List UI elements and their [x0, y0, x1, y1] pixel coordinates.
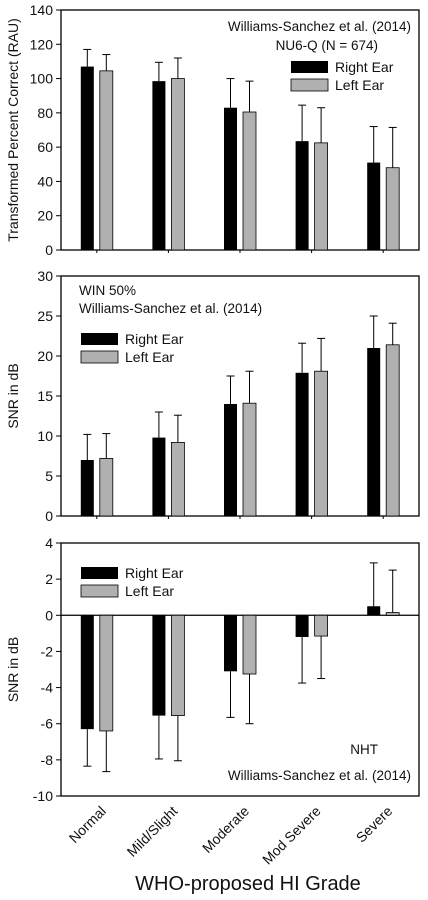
- legend-label-left-ear: Left Ear: [125, 583, 174, 599]
- x-category-labels: Normal Mild/Slight Moderate Mod Severe Sever…: [66, 803, 396, 868]
- legend-swatch-right-ear: [81, 333, 118, 345]
- bar-left-ear-5: [385, 612, 400, 616]
- legend-swatch-left-ear: [80, 350, 119, 364]
- bar-left-ear-1: [99, 457, 114, 517]
- legend-label-right-ear: Right Ear: [125, 331, 184, 347]
- panel-annotation-2: Williams-Sanchez et al. (2014): [228, 768, 411, 783]
- bar-left-ear-3: [242, 111, 257, 251]
- bar-left-ear-2: [170, 614, 185, 716]
- bar-left-ear-5: [385, 344, 400, 517]
- y-axis-title: SNR in dB: [5, 637, 21, 702]
- x-category-label: Normal: [66, 803, 109, 846]
- legend-swatch-left-ear: [290, 78, 329, 92]
- y-tick-label: 0: [45, 242, 53, 258]
- legend-swatch-right-ear: [291, 61, 328, 73]
- bar-right-ear-1: [80, 615, 94, 730]
- x-category-label: Mild/Slight: [124, 803, 181, 860]
- y-tick-label: 0: [45, 607, 53, 623]
- y-tick-label: 4: [45, 535, 53, 551]
- plot-frame: [60, 542, 420, 797]
- y-tick-label: -10: [33, 788, 53, 804]
- bar-left-ear-4: [314, 614, 329, 637]
- y-tick-label: 120: [30, 36, 54, 52]
- y-tick-label: -2: [41, 643, 54, 659]
- y-tick-label: 20: [37, 348, 53, 364]
- x-category-label: Moderate: [199, 803, 252, 856]
- bar-right-ear-4: [295, 372, 309, 516]
- bar-right-ear-4: [295, 615, 309, 637]
- y-axis-title: SNR in dB: [5, 363, 21, 428]
- bar-left-ear-4: [314, 142, 329, 251]
- y-tick-label: 80: [37, 105, 53, 121]
- bar-right-ear-2: [152, 81, 166, 251]
- bar-left-ear-1: [99, 70, 114, 251]
- y-tick-label: 5: [45, 468, 53, 484]
- y-tick-label: 100: [30, 71, 54, 87]
- bar-right-ear-4: [295, 141, 309, 250]
- panel-annotation-2: NU6-Q (N = 674): [276, 38, 378, 53]
- bar-right-ear-1: [80, 66, 94, 250]
- y-tick-label: 15: [37, 388, 53, 404]
- panel-annotation-2: Williams-Sanchez et al. (2014): [79, 301, 262, 316]
- bar-left-ear-2: [170, 441, 185, 517]
- bar-left-ear-5: [385, 167, 400, 251]
- chart-panel-3: -10 -8 -6 -4 -2 0 2 4 SNR in dB NHT Williams-Sanch…: [5, 535, 420, 804]
- bar-right-ear-5: [367, 348, 381, 516]
- bar-left-ear-3: [242, 402, 257, 517]
- y-tick-label: 30: [37, 268, 53, 284]
- panel-annotation-1: NHT: [350, 742, 378, 757]
- y-tick-label: 2: [45, 571, 53, 587]
- y-tick-label: 40: [37, 173, 53, 189]
- legend-label-left-ear: Left Ear: [335, 77, 384, 93]
- chart-panel-1: 0 20 40 60 80 100 120 140 Transformed Percent Co…: [5, 2, 420, 258]
- y-tick-label: 140: [30, 2, 54, 18]
- x-category-label: Severe: [353, 803, 396, 846]
- panel-annotation-1: Williams-Sanchez et al. (2014): [228, 19, 411, 34]
- legend-label-right-ear: Right Ear: [125, 565, 184, 581]
- bar-right-ear-3: [224, 615, 237, 672]
- legend-swatch-left-ear: [80, 584, 119, 598]
- bar-left-ear-4: [314, 370, 329, 517]
- bar-left-ear-3: [242, 614, 257, 675]
- bar-right-ear-2: [152, 615, 166, 716]
- y-tick-label: 0: [45, 508, 53, 524]
- bar-right-ear-2: [152, 437, 166, 516]
- bar-right-ear-3: [224, 404, 237, 516]
- y-tick-label: 60: [37, 139, 53, 155]
- bar-left-ear-1: [99, 614, 114, 732]
- y-tick-label: -6: [41, 716, 54, 732]
- bar-right-ear-5: [367, 606, 381, 616]
- x-axis-title: WHO-proposed HI Grade: [135, 873, 361, 895]
- y-tick-label: -8: [41, 752, 54, 768]
- bar-right-ear-5: [367, 162, 381, 250]
- y-axis-title: Transformed Percent Correct (RAU): [5, 18, 21, 242]
- y-tick-label: 20: [37, 208, 53, 224]
- legend-label-left-ear: Left Ear: [125, 349, 174, 365]
- y-tick-label: 10: [37, 428, 53, 444]
- bar-left-ear-2: [170, 78, 185, 251]
- y-tick-label: 25: [37, 308, 53, 324]
- legend-label-right-ear: Right Ear: [335, 59, 394, 75]
- panel-annotation-1: WIN 50%: [79, 283, 136, 298]
- y-tick-label: -4: [41, 680, 54, 696]
- bar-right-ear-1: [80, 460, 94, 516]
- x-category-label: Mod Severe: [259, 803, 324, 868]
- bar-right-ear-3: [224, 107, 237, 250]
- legend-swatch-right-ear: [81, 567, 118, 579]
- chart-panel-2: 0 5 10 15 20 25 30 SNR in dB WIN 50% Williams-San…: [5, 268, 420, 524]
